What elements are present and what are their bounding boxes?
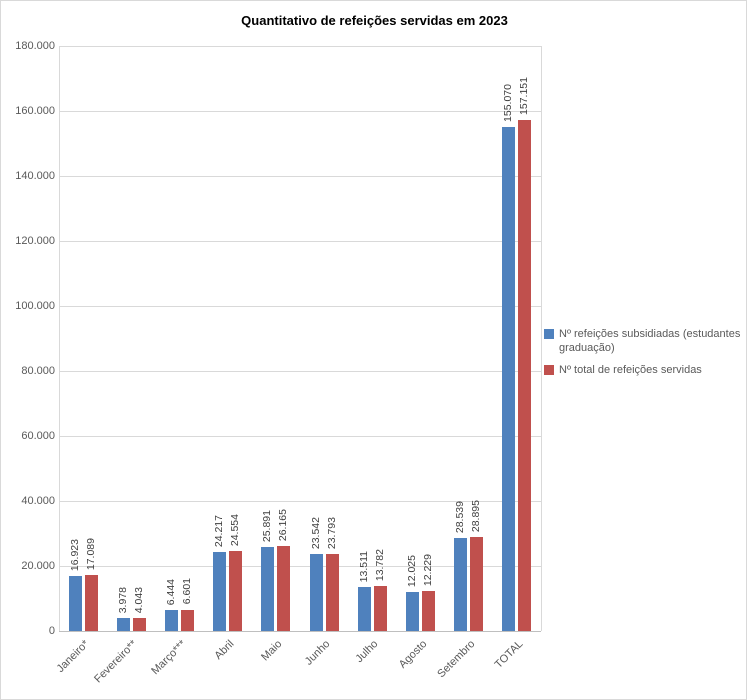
bar-value-label: 155.070 — [502, 84, 515, 123]
legend-item: Nº refeições subsidiadas (estudantes gra… — [544, 327, 744, 355]
bar-value-label: 12.025 — [406, 554, 418, 587]
bar-value-label: 4.043 — [132, 586, 145, 613]
y-axis-tick-label: 160.000 — [15, 105, 55, 117]
bar-value-label: 16.923 — [68, 538, 81, 572]
bar-refeicoes-subsidiadas — [502, 127, 516, 631]
bar-value-label: 3.978 — [116, 586, 129, 614]
bar-refeicoes-subsidiadas — [406, 591, 419, 631]
bar-value-label: 25.891 — [261, 509, 274, 542]
bar-refeicoes-subsidiadas — [116, 618, 130, 631]
y-axis-tick-label: 60.000 — [21, 430, 55, 442]
legend-label: Nº total de refeições servidas — [559, 364, 702, 376]
bar-total-refeicoes — [422, 591, 435, 631]
bar-value-label: 13.782 — [373, 549, 386, 582]
x-axis-line — [59, 631, 541, 632]
gridline — [59, 306, 541, 307]
y-axis-tick-label: 100.000 — [15, 300, 55, 312]
bar-refeicoes-subsidiadas — [454, 538, 468, 631]
chart-title: Quantitativo de refeições servidas em 20… — [241, 13, 508, 28]
y-axis-line — [59, 46, 60, 631]
bar-value-label: 28.895 — [470, 499, 483, 533]
gridline — [59, 371, 541, 372]
bar-value-label: 26.165 — [277, 508, 290, 541]
y-axis-tick-label: 140.000 — [15, 170, 55, 182]
legend-swatch — [544, 365, 554, 375]
bar-value-label: 13.511 — [357, 550, 370, 583]
bar-refeicoes-subsidiadas — [68, 576, 82, 631]
bar-refeicoes-subsidiadas — [213, 552, 227, 631]
bar-value-label: 23.542 — [309, 517, 322, 550]
bar-value-label: 23.793 — [325, 516, 338, 549]
y-axis-tick-label: 80.000 — [21, 365, 55, 377]
y-axis-tick-label: 20.000 — [21, 560, 55, 572]
legend-swatch — [544, 329, 554, 339]
y-axis-tick-label: 0 — [48, 625, 55, 637]
gridline — [59, 566, 541, 567]
bar-refeicoes-subsidiadas — [165, 610, 178, 631]
legend-label: Nº refeições subsidiadas (estudantes gra… — [559, 328, 741, 354]
legend-item: Nº total de refeições servidas — [544, 363, 744, 377]
y-axis-tick-label: 40.000 — [21, 495, 55, 507]
bar-total-refeicoes — [325, 553, 339, 631]
gridline — [59, 176, 541, 177]
gridline — [59, 241, 541, 242]
bar-total-refeicoes — [373, 586, 387, 631]
bar-total-refeicoes — [277, 545, 291, 631]
legend: Nº refeições subsidiadas (estudantes gra… — [544, 327, 744, 385]
bar-refeicoes-subsidiadas — [261, 546, 275, 631]
bar-total-refeicoes — [132, 617, 146, 631]
bar-total-refeicoes — [518, 120, 532, 631]
bar-value-label: 6.444 — [165, 578, 177, 606]
bar-total-refeicoes — [84, 575, 98, 631]
bar-value-label: 12.229 — [422, 554, 434, 587]
bar-refeicoes-subsidiadas — [357, 587, 371, 631]
bar-total-refeicoes — [470, 537, 484, 631]
gridline — [59, 46, 541, 47]
gridline — [59, 501, 541, 502]
y-axis-tick-label: 180.000 — [15, 40, 55, 52]
bar-value-label: 28.539 — [454, 501, 467, 534]
bar-value-label: 24.554 — [229, 514, 242, 547]
bar-value-label: 17.089 — [84, 538, 97, 571]
gridline — [59, 436, 541, 437]
bar-value-label: 6.601 — [181, 578, 193, 605]
plot-right-border — [541, 46, 542, 631]
bar-refeicoes-subsidiadas — [309, 554, 323, 631]
gridline — [59, 111, 541, 112]
bar-value-label: 24.217 — [213, 515, 226, 548]
bar-total-refeicoes — [229, 551, 243, 631]
y-axis-tick-label: 120.000 — [15, 235, 55, 247]
bar-value-label: 157.151 — [518, 77, 531, 116]
bar-total-refeicoes — [181, 609, 194, 631]
